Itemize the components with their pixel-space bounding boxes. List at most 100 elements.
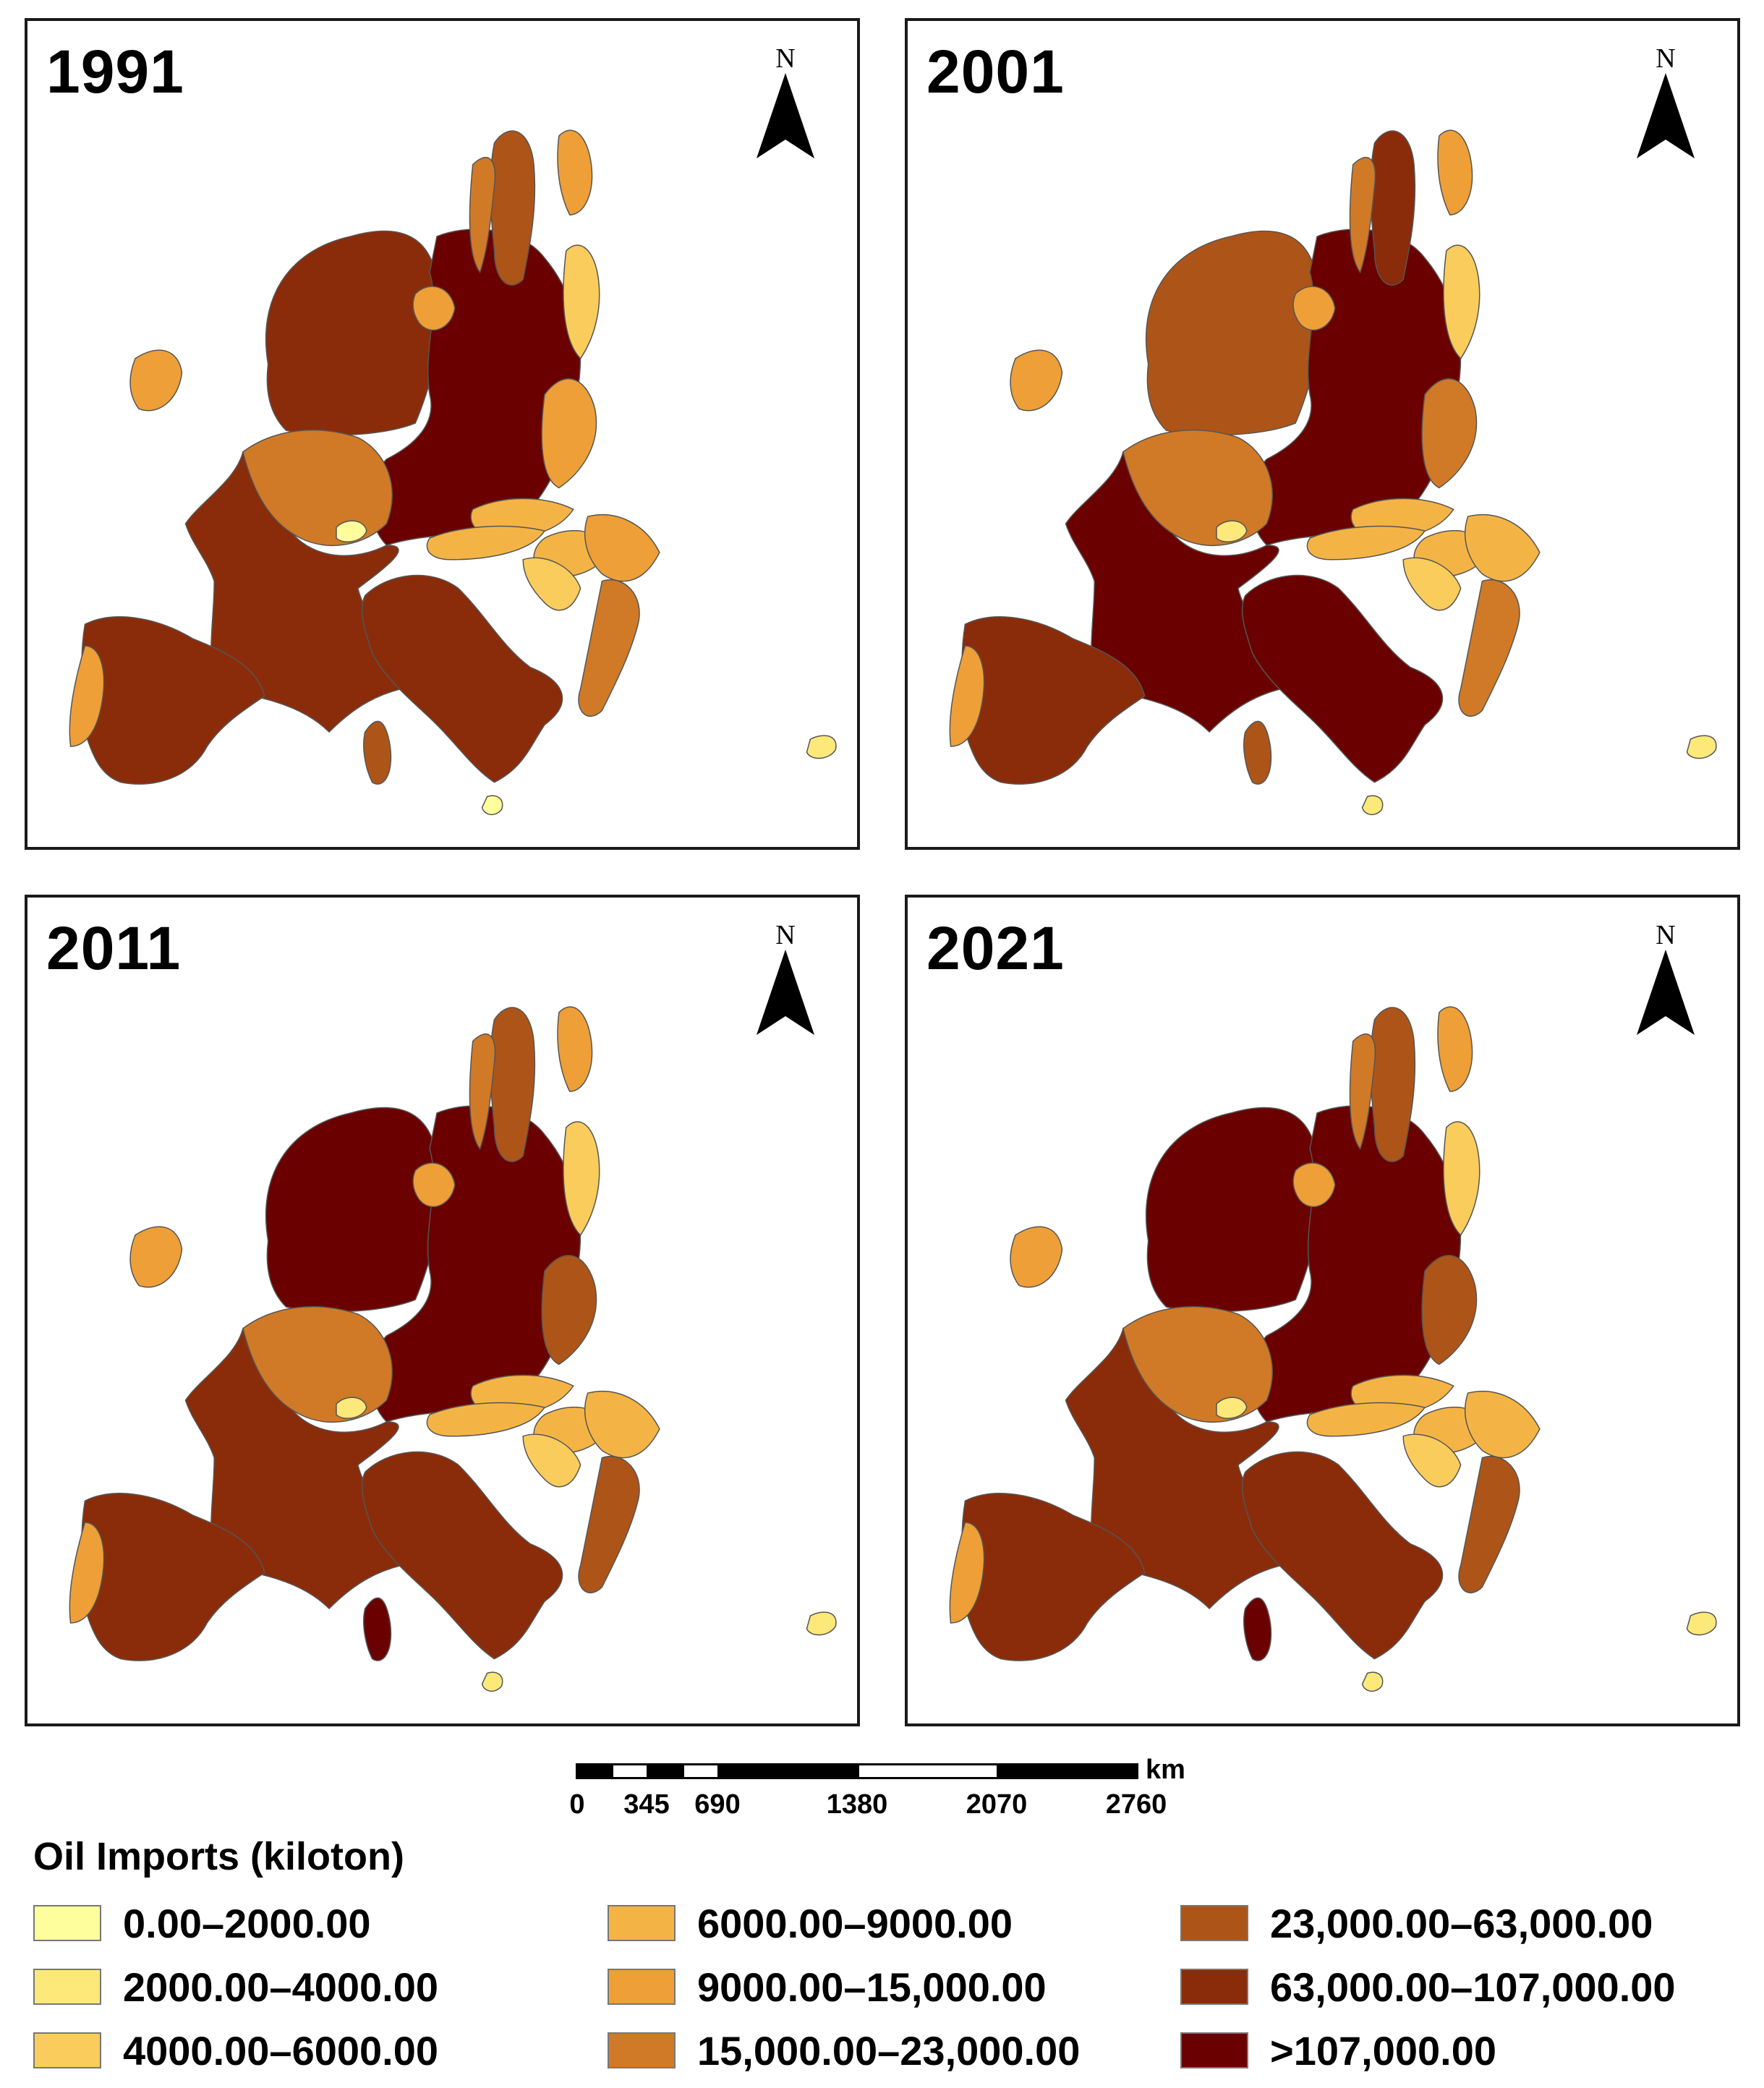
region-ro [584, 1390, 660, 1459]
legend-swatch [1180, 2032, 1248, 2068]
region-it [361, 1451, 563, 1660]
legend-item: 23,000.00–63,000.00 [1180, 1898, 1653, 1948]
legend-label: 4000.00–6000.00 [123, 2027, 438, 2074]
cartogram-map [69, 1006, 837, 1692]
region-cy [806, 1611, 837, 1636]
north-arrow-icon: N [1633, 921, 1698, 1051]
scale-tick-label: 690 [694, 1789, 741, 1820]
region-balk [1402, 1433, 1462, 1488]
legend-title: Oil Imports (kiloton) [33, 1835, 404, 1878]
region-at [1306, 525, 1426, 561]
panel-year-label: 2011 [46, 914, 182, 982]
legend-item: >107,000.00 [1180, 2025, 1496, 2076]
region-no [1349, 157, 1376, 274]
legend-swatch [33, 1905, 101, 1941]
region-gb [1145, 1107, 1321, 1313]
legend-item: 0.00–2000.00 [33, 1898, 371, 1948]
region-gr [578, 1456, 640, 1594]
map-panel-2001: 2001 N [905, 18, 1740, 850]
region-pl [1421, 1255, 1478, 1365]
region-cy [806, 735, 837, 759]
cartogram-map [949, 1006, 1717, 1692]
region-mt [1361, 1671, 1384, 1692]
region-dk [412, 286, 456, 331]
scale-unit-label: km [1146, 1755, 1185, 1785]
region-sw [1243, 720, 1272, 785]
region-fi [1437, 129, 1473, 216]
scale-segment [682, 1763, 720, 1779]
legend-item: 15,000.00–23,000.00 [608, 2025, 1080, 2076]
region-ch [336, 520, 367, 542]
region-be [242, 1305, 393, 1423]
region-sw [1243, 1597, 1272, 1661]
region-pl [541, 1255, 597, 1365]
scale-segment [647, 1763, 684, 1779]
region-fi [1437, 1006, 1473, 1092]
region-at [426, 525, 546, 561]
legend-swatch [33, 1969, 101, 2005]
scale-segment [997, 1763, 1138, 1779]
legend-swatch [608, 2032, 676, 2068]
legend-item: 9000.00–15,000.00 [608, 1961, 1047, 2012]
region-balk [522, 557, 581, 611]
region-be [1122, 429, 1273, 547]
legend-swatch [1180, 1905, 1248, 1941]
north-label: N [1656, 43, 1676, 74]
legend-label: >107,000.00 [1270, 2027, 1496, 2074]
cartogram-map [949, 129, 1717, 816]
region-dk [1292, 1162, 1336, 1207]
legend-swatch [608, 1905, 676, 1941]
scale-tick-label: 345 [623, 1789, 670, 1820]
map-panel-2021: 2021 N [905, 895, 1740, 1726]
panel-year-label: 2021 [926, 914, 1065, 982]
region-ie [129, 1226, 183, 1288]
legend-label: 63,000.00–107,000.00 [1270, 1964, 1676, 2010]
region-ch [1216, 520, 1248, 542]
scale-segment [857, 1763, 999, 1779]
region-gr [1458, 579, 1520, 717]
region-pl [1421, 378, 1478, 489]
region-fi [557, 129, 593, 216]
map-panel-2011: 2011 N [25, 895, 860, 1726]
legend-item: 4000.00–6000.00 [33, 2025, 438, 2076]
region-gb [1145, 230, 1321, 436]
region-no [469, 1034, 496, 1151]
legend-swatch [33, 2032, 101, 2068]
region-gb [265, 1107, 441, 1313]
scale-tick-label: 1380 [826, 1789, 888, 1820]
legend-label: 0.00–2000.00 [123, 1900, 371, 1946]
region-balt [1443, 244, 1480, 359]
legend-label: 6000.00–9000.00 [697, 1900, 1013, 1946]
region-fi [557, 1006, 593, 1092]
region-no [469, 157, 496, 274]
legend-item: 63,000.00–107,000.00 [1180, 1961, 1676, 2012]
region-mt [1361, 795, 1384, 816]
north-arrow-icon: N [753, 44, 818, 174]
region-sw [363, 1597, 392, 1661]
region-dk [412, 1162, 456, 1207]
legend-item: 2000.00–4000.00 [33, 1961, 438, 2012]
region-cy [1686, 1611, 1717, 1636]
region-ie [1010, 349, 1063, 412]
region-pt [69, 645, 105, 747]
legend-label: 9000.00–15,000.00 [697, 1964, 1047, 2010]
scale-tick-label: 2760 [1105, 1789, 1167, 1820]
region-ie [1010, 1226, 1063, 1288]
region-ro [1465, 1390, 1541, 1459]
region-ro [1465, 514, 1541, 582]
north-label: N [775, 920, 796, 950]
region-ie [129, 349, 183, 412]
region-at [426, 1402, 546, 1437]
region-mt [481, 1671, 503, 1692]
region-ro [584, 514, 660, 582]
region-be [242, 429, 393, 547]
region-balt [1443, 1121, 1480, 1236]
scale-tick-label: 0 [569, 1789, 585, 1820]
scale-segment [717, 1763, 859, 1779]
region-balk [522, 1433, 581, 1488]
region-pl [541, 378, 597, 489]
region-pt [949, 1522, 985, 1624]
region-sw [363, 720, 392, 785]
region-gb [265, 230, 441, 436]
legend-item: 6000.00–9000.00 [608, 1898, 1013, 1948]
